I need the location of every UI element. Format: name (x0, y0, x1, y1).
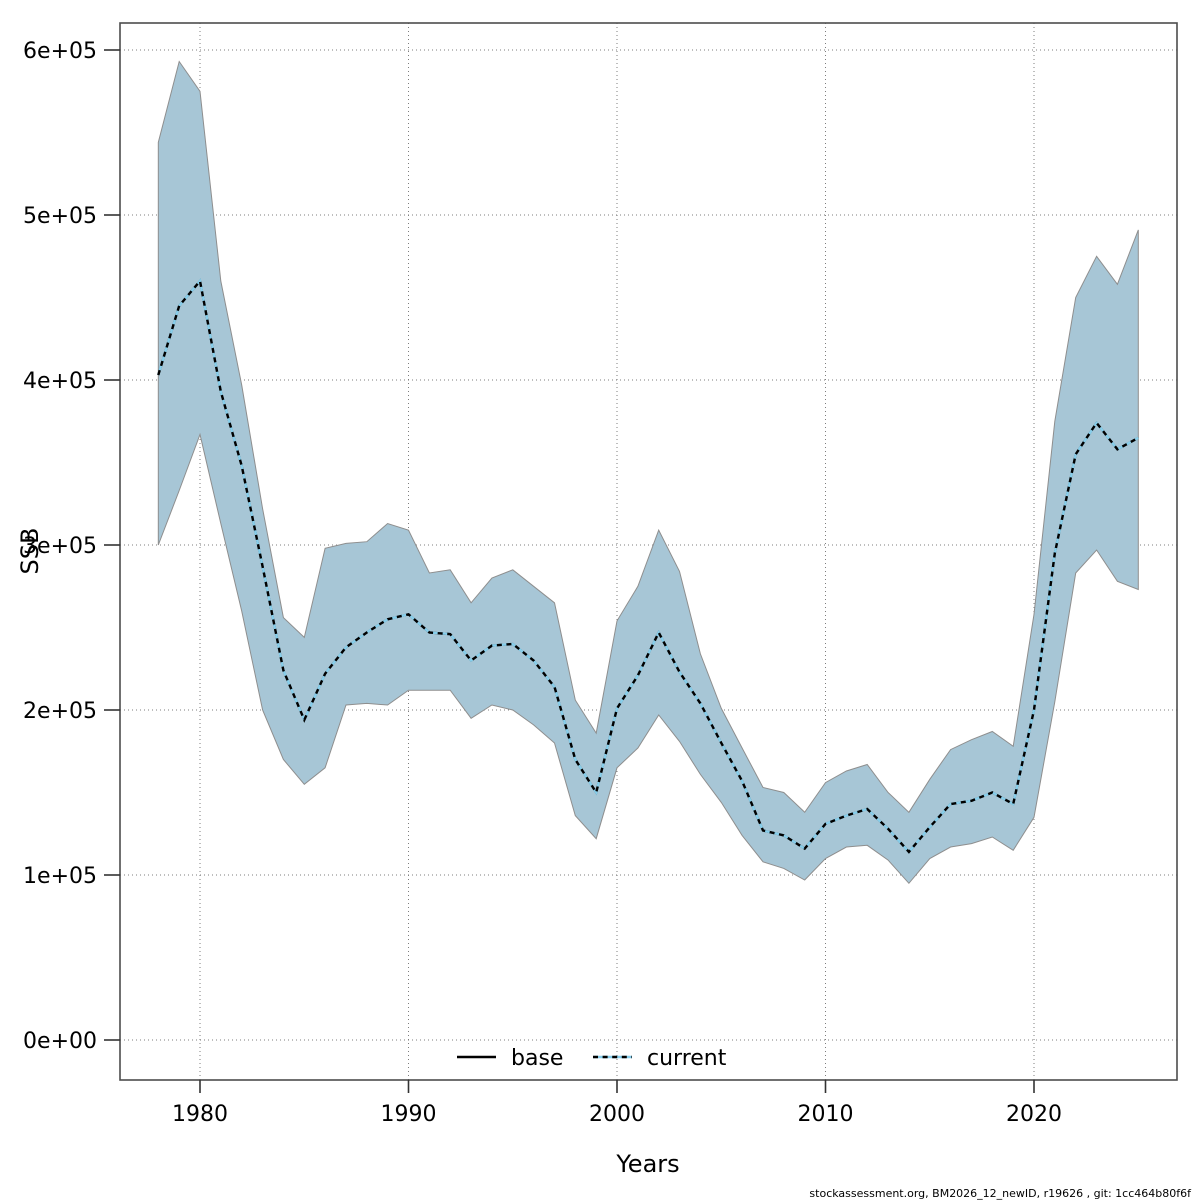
series-lines (157, 278, 1139, 854)
x-tick-label: 1980 (172, 1102, 228, 1127)
y-tick-label: 3e+05 (23, 534, 97, 559)
axis-ticks (104, 49, 1035, 1093)
y-tick-label: 1e+05 (23, 864, 97, 889)
confidence-band (157, 60, 1139, 885)
axis-tick-labels: 0e+00 1e+05 2e+05 3e+05 4e+05 5e+05 6e+05 1980 1… (23, 39, 1062, 1127)
confidence-band-group (157, 60, 1139, 885)
x-tick-label: 2000 (589, 1102, 645, 1127)
y-tick-label: 5e+05 (23, 204, 97, 229)
legend-base-label: base (511, 1046, 563, 1071)
legend-current-label: current (647, 1046, 727, 1071)
y-tick-label: 2e+05 (23, 699, 97, 724)
plot-border (119, 22, 1178, 1081)
x-tick-label: 2010 (798, 1102, 854, 1127)
x-tick-label: 2020 (1006, 1102, 1062, 1127)
y-tick-label: 0e+00 (23, 1029, 97, 1054)
x-tick-label: 1990 (381, 1102, 437, 1127)
y-tick-label: 4e+05 (23, 369, 97, 394)
y-axis-title: SSB (16, 528, 44, 575)
y-tick-label: 6e+05 (23, 39, 97, 64)
current-line (157, 278, 1139, 854)
legend: base current (457, 1046, 727, 1071)
gridlines (120, 23, 1177, 1080)
x-axis-title: Years (615, 1150, 679, 1178)
footnote-text: stockassessment.org, BM2026_12_newID, r1… (809, 1187, 1192, 1200)
